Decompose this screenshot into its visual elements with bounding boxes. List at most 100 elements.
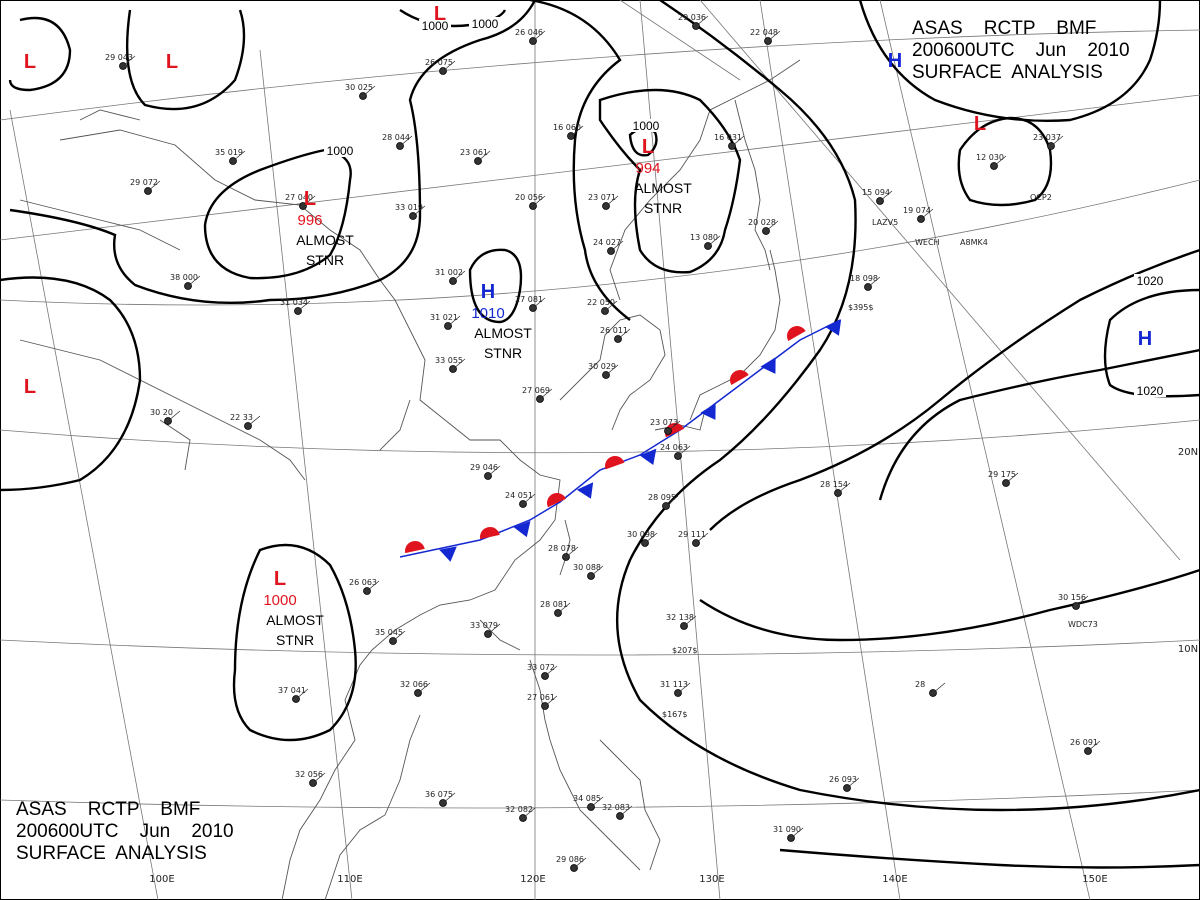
front-line xyxy=(399,319,841,558)
station-readout: 32 066 xyxy=(400,680,428,689)
station-plot: 26 093 xyxy=(829,775,860,792)
station-readout: 31 002 xyxy=(435,268,463,277)
low-pressure-center: L 994 ALMOST STNR xyxy=(634,136,692,216)
station-readout: 28 154 xyxy=(820,480,848,489)
station-readout: 23 071 xyxy=(588,193,616,202)
station-plot: 24 051 xyxy=(505,491,536,508)
wind-barb xyxy=(452,358,466,370)
station-readout: 26 091 xyxy=(1070,738,1098,747)
movement-note: ALMOST xyxy=(474,325,532,341)
wind-barb xyxy=(297,300,311,312)
wind-barb xyxy=(573,857,587,869)
station-plot: 28 xyxy=(915,680,946,697)
station-readout: 32 083 xyxy=(602,803,630,812)
wind-barb xyxy=(122,55,136,67)
wind-barb xyxy=(1050,135,1064,147)
station-plot: 23 037 xyxy=(1033,133,1064,150)
isobar-label: 1020 xyxy=(1137,384,1164,398)
station-plot: 28 078 xyxy=(548,544,579,561)
isobar xyxy=(957,116,1053,207)
station-plot: 29 086 xyxy=(556,855,587,872)
wind-barb xyxy=(667,420,681,432)
station-readout: 24 063 xyxy=(660,443,688,452)
low-pressure-center: L xyxy=(24,376,36,398)
station-plot: 31 113 xyxy=(660,680,691,697)
station-readout: 23 037 xyxy=(1033,133,1061,142)
wind-barb xyxy=(487,623,501,635)
movement-note: ALMOST xyxy=(634,180,692,196)
station-readout: 31 090 xyxy=(773,825,801,834)
station-readout: 23 073 xyxy=(650,418,678,427)
isobar-label: 1000 xyxy=(633,119,660,133)
isobars xyxy=(0,0,1200,869)
title-line-2: 200600UTC Jun 2010 xyxy=(16,821,234,842)
wind-barb xyxy=(392,630,406,642)
grid-label: 10N xyxy=(1178,644,1198,655)
station-readout: 26 063 xyxy=(349,578,377,587)
grid-label: 110E xyxy=(337,874,362,885)
station-plot: 22 050 xyxy=(587,298,618,315)
station-readout: 37 041 xyxy=(278,686,306,695)
station-identifier: $207$ xyxy=(672,646,697,655)
station-plot: 24 063 xyxy=(660,443,691,460)
isobar-label-bg xyxy=(1134,384,1166,397)
title-line-1: ASAS RCTP BMF xyxy=(16,799,201,820)
station-plot: 18 098 xyxy=(850,274,881,291)
station-plot: 32 066 xyxy=(400,680,431,697)
wind-barb xyxy=(232,150,246,162)
low-symbol: L xyxy=(434,3,446,25)
isobar xyxy=(9,0,537,305)
wind-barb xyxy=(167,410,181,422)
wind-barb xyxy=(362,85,376,97)
movement-note: ALMOST xyxy=(266,612,324,628)
movement-note: STNR xyxy=(484,345,522,361)
station-readout: 31 113 xyxy=(660,680,688,689)
station-readout: 26 046 xyxy=(515,28,543,37)
wind-barb xyxy=(993,155,1007,167)
isobar xyxy=(616,0,1200,812)
station-readout: 15 094 xyxy=(862,188,890,197)
station-readout: 31 021 xyxy=(430,313,458,322)
title-line-3: SURFACE ANALYSIS xyxy=(16,843,207,864)
wind-barb xyxy=(522,807,536,819)
station-readout: 29 043 xyxy=(105,53,133,62)
grid-label: 120E xyxy=(520,874,545,885)
wind-barb xyxy=(452,270,466,282)
wind-barb xyxy=(295,688,309,700)
station-readout: 23 061 xyxy=(460,148,488,157)
wind-barb xyxy=(147,180,161,192)
station-plot: 29 046 xyxy=(470,463,501,480)
station-readout: 32 056 xyxy=(295,770,323,779)
wind-barb xyxy=(920,208,934,220)
low-symbol: L xyxy=(974,113,986,135)
isobar xyxy=(878,348,1200,501)
wind-barb xyxy=(707,235,721,247)
station-plot: 16 031 xyxy=(714,133,745,150)
wind-barb xyxy=(590,796,604,808)
station-readout: 28 095 xyxy=(648,493,676,502)
station-readout: 33 019 xyxy=(395,203,423,212)
isobar xyxy=(598,88,742,274)
low-pressure-center: L xyxy=(974,113,986,135)
station-readout: 24 051 xyxy=(505,491,533,500)
wind-barb xyxy=(617,328,631,340)
station-identifier: WECH xyxy=(915,238,940,247)
grid-label: 140E xyxy=(882,874,907,885)
station-plot: 13 080 xyxy=(690,233,721,250)
wind-barb xyxy=(932,682,946,694)
grid-label: 20N xyxy=(1178,447,1198,458)
station-readout: 30 098 xyxy=(627,530,655,539)
cold-front-triangle xyxy=(439,546,457,562)
station-readout: 38 000 xyxy=(170,273,198,282)
station-plot: 22 048 xyxy=(750,28,781,45)
station-readout: 27 069 xyxy=(522,386,550,395)
low-symbol: L xyxy=(304,188,316,210)
station-plot: 16 060 xyxy=(553,123,584,140)
station-readout: 22 048 xyxy=(750,28,778,37)
station-readout: 12 030 xyxy=(976,153,1004,162)
station-identifier: $167$ xyxy=(662,710,687,719)
isobar xyxy=(1103,288,1200,398)
isobar-label: 1000 xyxy=(472,17,499,31)
station-plot: 30 20 xyxy=(150,408,181,425)
